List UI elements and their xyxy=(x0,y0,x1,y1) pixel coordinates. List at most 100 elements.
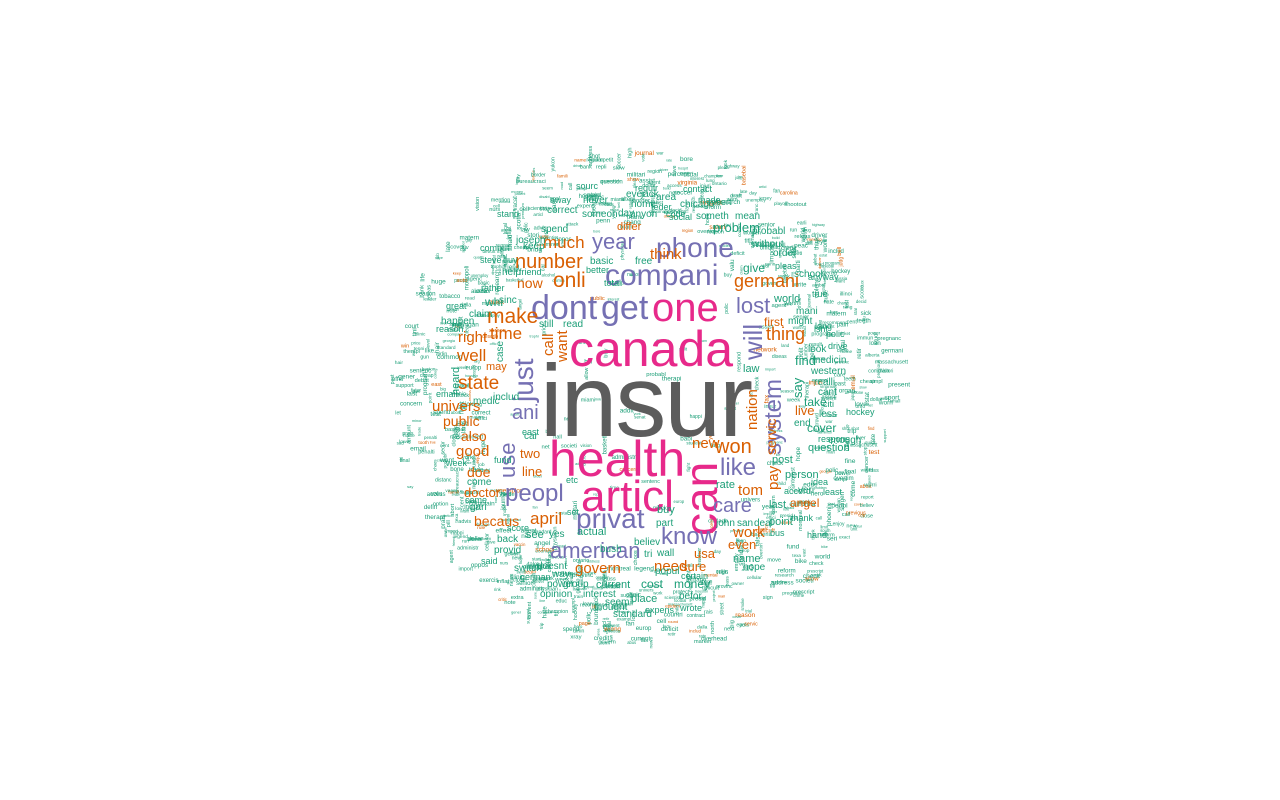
small-word: cell xyxy=(657,618,667,625)
word: never xyxy=(583,195,609,206)
word: well xyxy=(457,346,487,365)
small-word: rate xyxy=(666,159,672,163)
small-word: east xyxy=(431,382,442,388)
small-word: slow xyxy=(613,166,626,172)
small-word: alberta xyxy=(865,353,880,358)
word: fund xyxy=(494,455,512,465)
word: find xyxy=(795,353,816,368)
small-word: xray xyxy=(570,634,581,640)
word: happen xyxy=(441,316,475,327)
small-word: advis xyxy=(458,519,471,525)
small-word: prescript xyxy=(807,569,824,574)
small-word: project xyxy=(712,590,716,601)
word: won xyxy=(715,436,752,458)
small-word: fine xyxy=(845,458,856,465)
small-word: georgia xyxy=(443,339,456,343)
small-word: futur xyxy=(854,524,862,529)
word: thank xyxy=(791,513,814,523)
small-word: support xyxy=(526,608,531,624)
word: law xyxy=(743,363,760,375)
small-word: infant xyxy=(460,510,470,514)
small-word: reform xyxy=(778,568,796,575)
small-word: debat xyxy=(812,253,817,265)
small-word: basebal xyxy=(742,165,748,185)
small-word: cheap xyxy=(860,379,876,385)
small-word: world xyxy=(814,553,831,560)
word: two xyxy=(520,446,541,461)
small-word: texa xyxy=(792,553,801,558)
word: less xyxy=(819,409,837,420)
small-word: child xyxy=(675,605,680,615)
small-word: run xyxy=(790,227,798,233)
word: respons xyxy=(818,434,851,444)
small-word: economi xyxy=(680,171,694,175)
small-word: lower xyxy=(399,439,411,445)
small-word: local xyxy=(503,223,509,234)
small-word: win xyxy=(411,349,416,356)
word: ever xyxy=(626,189,646,200)
small-word: competit xyxy=(592,158,614,164)
small-word: estat xyxy=(819,253,827,257)
word: see xyxy=(526,529,544,541)
small-word: fund xyxy=(787,543,800,550)
word: true xyxy=(812,289,828,299)
small-word: societi xyxy=(796,578,814,585)
small-word: small xyxy=(890,398,901,403)
small-word: disabl xyxy=(490,264,495,274)
small-word: abus xyxy=(627,640,636,645)
small-word: cellular xyxy=(484,533,490,551)
small-word: star xyxy=(853,307,858,315)
small-word: matern xyxy=(826,310,846,317)
word: deal xyxy=(754,518,773,529)
small-word: jersey xyxy=(758,196,772,201)
small-word: rang xyxy=(843,305,853,311)
small-word: say xyxy=(407,484,413,489)
word: day xyxy=(618,208,635,219)
small-word: hate xyxy=(824,300,834,306)
small-word: level xyxy=(426,339,431,349)
small-word: polic xyxy=(586,612,593,625)
small-word: big xyxy=(729,620,735,628)
small-word: penalti xyxy=(418,449,434,455)
word: look xyxy=(808,344,827,355)
word: privat xyxy=(576,503,645,534)
word: feder xyxy=(651,202,672,212)
small-word: win xyxy=(861,468,868,473)
word: hope xyxy=(743,562,766,573)
small-word: decid xyxy=(856,299,867,304)
word: order xyxy=(773,248,797,259)
small-word: penalti xyxy=(424,435,437,440)
word: home xyxy=(631,199,657,210)
small-word: repli xyxy=(596,164,607,170)
small-word: keep xyxy=(515,177,519,185)
word: one xyxy=(652,286,719,330)
word: mani xyxy=(796,306,818,317)
small-word: final xyxy=(844,469,856,476)
small-word: research xyxy=(775,573,794,579)
word: post xyxy=(772,454,793,466)
small-word: ambul xyxy=(812,282,825,288)
word: score xyxy=(507,523,530,533)
small-word: phoenix xyxy=(826,502,833,526)
small-word: penalti xyxy=(730,194,741,198)
small-word: border xyxy=(531,173,546,179)
small-word: rate xyxy=(699,633,707,638)
small-word: yukon xyxy=(847,390,857,394)
small-word: credit xyxy=(437,459,446,463)
small-word: bank xyxy=(420,285,426,298)
small-word: present xyxy=(603,623,620,629)
small-word: bank xyxy=(580,164,592,170)
small-word: bell xyxy=(617,202,621,208)
small-word: pill xyxy=(446,520,452,527)
small-word: fast xyxy=(828,501,835,506)
small-word: choos xyxy=(432,459,437,470)
small-word: worri xyxy=(878,400,893,407)
small-word: victoria xyxy=(499,200,510,204)
word: case xyxy=(495,340,506,362)
small-word: rate xyxy=(871,433,877,444)
small-word: cover xyxy=(854,503,864,507)
small-word: week xyxy=(880,396,891,401)
small-word: road xyxy=(815,262,825,267)
small-word: soccer xyxy=(616,153,622,169)
small-word: matern xyxy=(460,235,480,242)
